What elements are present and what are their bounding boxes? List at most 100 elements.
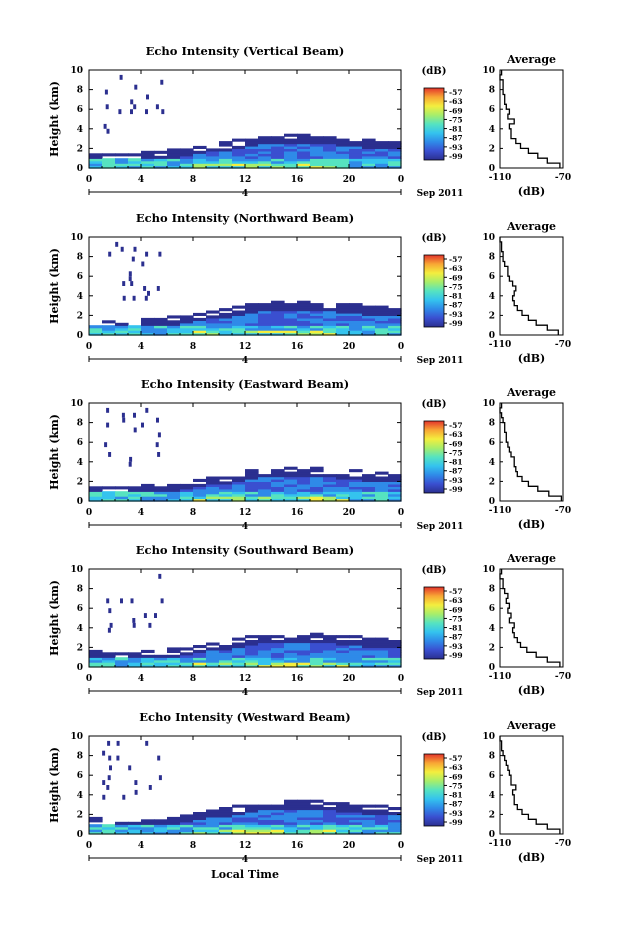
heatmap-cell	[245, 824, 259, 828]
heatmap-cell	[115, 332, 129, 336]
heatmap-cell	[180, 816, 194, 820]
heatmap-cell	[323, 160, 337, 164]
x-tick-label: 16	[291, 674, 304, 684]
heatmap-cell	[388, 315, 402, 319]
heatmap-cell	[232, 659, 246, 663]
heatmap-cell	[284, 637, 298, 641]
heatmap-cell	[284, 654, 298, 658]
y-tick-label: 6	[77, 771, 83, 781]
heatmap-cell	[141, 488, 155, 492]
colorbar-tick-label: -63	[449, 596, 463, 605]
heatmap-cell	[206, 831, 220, 835]
heatmap-cell	[349, 150, 363, 154]
heatmap-cell	[193, 488, 207, 492]
heatmap-cell	[258, 491, 272, 495]
heatmap-cell	[232, 332, 246, 336]
heatmap-cell	[271, 664, 285, 668]
heatmap-cell	[375, 305, 389, 309]
heatmap-cell	[388, 654, 402, 658]
heatmap-cell	[388, 640, 402, 644]
heatmap-cell	[349, 814, 363, 818]
heatmap-cell	[219, 141, 233, 145]
heatmap-cell	[232, 317, 246, 321]
heatmap-cell	[154, 322, 168, 326]
heatmap-cell	[154, 659, 168, 663]
profile-y-tick-label: 6	[489, 604, 495, 614]
heatmap-cell	[167, 831, 181, 835]
heatmap-cell	[206, 493, 220, 497]
heatmap-cell	[362, 659, 376, 663]
colorbar-unit: (dB)	[422, 399, 447, 410]
heatmap-cell	[375, 642, 389, 646]
heatmap-cell	[323, 654, 337, 658]
heatmap-cell	[323, 645, 337, 649]
heatmap-cell	[206, 148, 220, 152]
heatmap-cell	[206, 478, 220, 482]
heatmap-cell	[245, 496, 259, 500]
heatmap-cell	[362, 315, 376, 319]
heatmap-cell	[284, 824, 298, 828]
colorbar-tick-label: -69	[449, 772, 463, 781]
heatmap-cell	[362, 816, 376, 820]
y-tick-label: 6	[77, 604, 83, 614]
colorbar-tick-label: -87	[449, 800, 463, 809]
heatmap-cell	[349, 469, 363, 473]
profile-x-label: (dB)	[518, 518, 545, 531]
heatmap-cell	[131, 256, 135, 262]
heatmap-cell	[349, 141, 363, 145]
heatmap-cell	[297, 659, 311, 663]
heatmap-cell	[336, 165, 350, 169]
heatmap-cell	[284, 133, 298, 137]
heatmap-cell	[128, 165, 142, 169]
heatmap-cell	[284, 481, 298, 485]
heatmap-cell	[336, 155, 350, 159]
heatmap-cell	[258, 635, 272, 639]
heatmap-cell	[297, 143, 311, 147]
heatmap-cell	[167, 819, 181, 823]
heatmap-cell	[219, 476, 233, 480]
y-tick-label: 10	[70, 399, 83, 409]
heatmap-cell	[258, 831, 272, 835]
heatmap-cell	[180, 320, 194, 324]
heatmap-cell	[128, 662, 142, 666]
heatmap-cell	[323, 325, 337, 329]
heatmap-cell	[284, 474, 298, 478]
heatmap-cell	[115, 158, 129, 162]
heatmap-cell	[141, 659, 155, 663]
heatmap-cell	[310, 824, 324, 828]
heatmap-cell	[336, 315, 350, 319]
heatmap-cell	[167, 491, 181, 495]
heatmap-cell	[206, 809, 220, 813]
heatmap-cell	[154, 613, 157, 618]
heatmap-cell	[362, 812, 376, 816]
heatmap-cell	[167, 332, 181, 336]
heatmap-cell	[388, 145, 402, 149]
heatmap-cell	[115, 659, 129, 663]
heatmap-cell	[258, 150, 272, 154]
heatmap-cell	[180, 332, 194, 336]
heatmap-cell	[388, 814, 402, 818]
heatmap-cell	[141, 330, 155, 334]
heatmap-cell	[102, 496, 116, 500]
heatmap-cell	[160, 598, 164, 604]
heatmap-cell	[297, 812, 311, 816]
heatmap-cell	[349, 654, 363, 658]
heatmap-cell	[258, 486, 272, 490]
heatmap-cell	[141, 483, 155, 487]
heatmap-cell	[297, 136, 311, 140]
heatmap-cell	[180, 659, 194, 663]
heatmap-cell	[193, 317, 207, 321]
heatmap-cell	[310, 322, 324, 326]
heatmap-cell	[219, 148, 233, 152]
heatmap-cell	[193, 327, 207, 331]
profile-y-tick-label: 4	[489, 458, 495, 468]
heatmap-cell	[362, 649, 376, 653]
profile-frame	[499, 236, 564, 336]
heatmap-cell	[180, 831, 194, 835]
x-tick-label: 8	[190, 508, 196, 518]
heatmap-cell	[102, 486, 116, 490]
heatmap-cell	[349, 491, 363, 495]
heatmap-cell	[349, 155, 363, 159]
heatmap-cell	[180, 488, 194, 492]
y-tick-label: 4	[77, 791, 83, 801]
